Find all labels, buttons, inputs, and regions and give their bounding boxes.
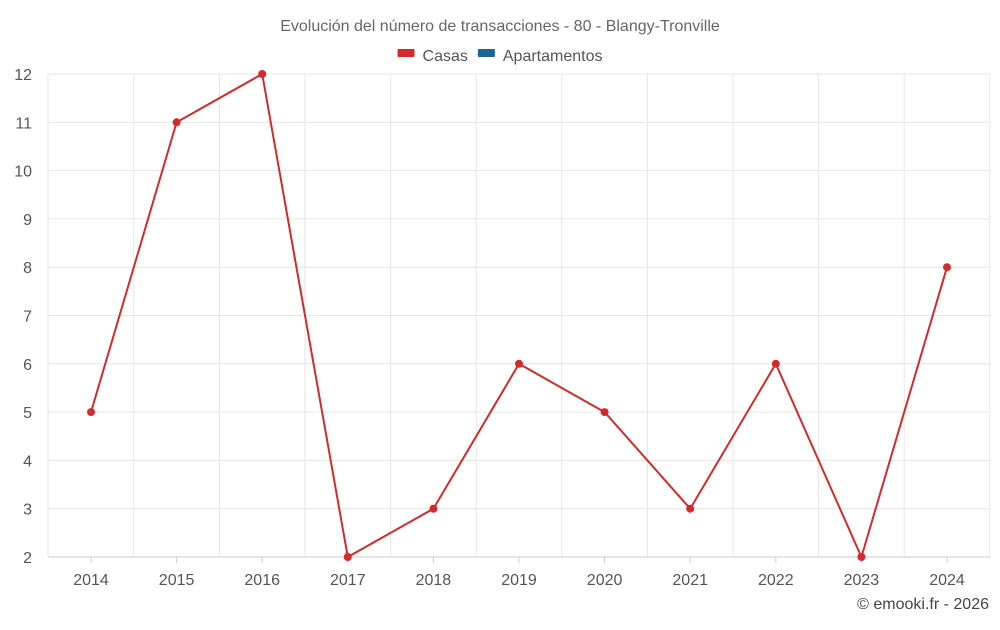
x-tick-label: 2014 <box>73 572 109 589</box>
x-tick-label: 2016 <box>244 572 280 589</box>
x-gridlines <box>47 74 991 557</box>
x-tick-label: 2020 <box>587 572 623 589</box>
y-tick-label: 2 <box>23 550 32 567</box>
series-group <box>87 70 951 561</box>
legend-label: Casas <box>423 48 468 65</box>
legend-swatch <box>397 49 415 57</box>
legend-swatch <box>477 49 495 57</box>
y-tick-label: 8 <box>23 260 32 277</box>
data-point[interactable] <box>343 553 352 561</box>
y-tick-label: 12 <box>14 67 32 84</box>
x-axis-ticks: 2014 2015 2016 2017 2018 2019 2020 2021 2022 2023… <box>73 557 965 589</box>
data-point[interactable] <box>515 359 523 368</box>
y-tick-label: 7 <box>23 309 32 326</box>
data-point[interactable] <box>686 504 695 513</box>
y-tick-label: 10 <box>14 164 32 181</box>
x-tick-label: 2018 <box>416 572 452 589</box>
data-point[interactable] <box>857 553 866 561</box>
y-tick-label: 5 <box>23 405 32 422</box>
credit-text[interactable]: © emooki.fr - 2026 <box>857 596 989 613</box>
x-tick-label: 2023 <box>844 572 880 589</box>
data-point[interactable] <box>943 263 951 272</box>
data-point[interactable] <box>600 408 609 417</box>
legend-item-apartamentos[interactable]: Apartamentos <box>477 48 603 65</box>
data-point[interactable] <box>258 70 267 78</box>
y-tick-label: 6 <box>23 357 32 374</box>
chart-title: Evolución del número de transacciones - … <box>280 18 720 35</box>
y-tick-label: 9 <box>23 212 32 229</box>
legend-label: Apartamentos <box>503 48 603 65</box>
legend-item-casas[interactable]: Casas <box>397 48 468 65</box>
y-tick-label: 4 <box>23 453 32 470</box>
x-tick-label: 2024 <box>929 572 965 589</box>
data-point[interactable] <box>172 118 181 127</box>
x-tick-label: 2019 <box>501 572 537 589</box>
x-tick-label: 2015 <box>159 572 195 589</box>
x-tick-label: 2021 <box>672 572 708 589</box>
legend[interactable]: Casas Apartamentos <box>397 48 603 65</box>
y-tick-label: 11 <box>15 115 32 132</box>
x-tick-label: 2022 <box>758 572 794 589</box>
data-point[interactable] <box>771 359 780 368</box>
data-point[interactable] <box>87 408 95 417</box>
data-point[interactable] <box>429 504 438 513</box>
x-tick-label: 2017 <box>330 572 366 589</box>
y-tick-label: 3 <box>23 502 32 519</box>
y-gridlines <box>48 73 990 558</box>
y-axis-ticks: 2 3 4 5 6 7 8 9 10 11 12 <box>14 67 32 567</box>
